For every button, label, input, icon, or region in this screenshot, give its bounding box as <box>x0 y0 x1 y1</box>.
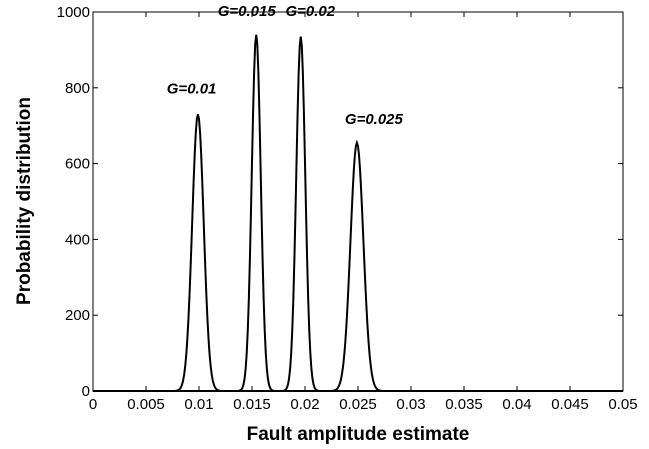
y-axis-label: Probability distribution <box>14 97 35 305</box>
x-tick-label: 0.025 <box>339 396 377 413</box>
y-tick-label: 600 <box>65 156 90 173</box>
distribution-curves <box>93 34 623 392</box>
y-tick-label: 0 <box>82 383 90 400</box>
x-tick-label: 0.015 <box>233 396 271 413</box>
x-tick-label: 0.01 <box>184 396 213 413</box>
annotations: G=0.01 G=0.015 G=0.02 G=0.025 <box>167 3 404 128</box>
y-tick-label: 1000 <box>57 4 90 21</box>
x-tick-label: 0.005 <box>127 396 165 413</box>
x-tick-label: 0.03 <box>396 396 425 413</box>
x-tick-label: 0.035 <box>445 396 483 413</box>
series-annotation: G=0.015 <box>218 3 277 20</box>
x-axis-label: Fault amplitude estimate <box>247 424 470 445</box>
ticks: 0 0.005 0.01 0.015 0.02 0.025 0.03 0.035 0.04 0.0… <box>57 4 638 413</box>
x-tick-label: 0.05 <box>608 396 637 413</box>
x-tick-label: 0.02 <box>290 396 319 413</box>
series-line <box>93 114 623 392</box>
x-tick-label: 0.045 <box>551 396 589 413</box>
x-tick-label: 0 <box>89 396 97 413</box>
y-tick-label: 200 <box>65 307 90 324</box>
plot-area-frame <box>92 11 624 392</box>
x-tick-label: 0.04 <box>502 396 531 413</box>
y-tick-label: 400 <box>65 231 90 248</box>
series-line <box>93 139 623 392</box>
y-tick-label: 800 <box>65 80 90 97</box>
series-annotation: G=0.02 <box>285 3 335 20</box>
series-annotation: G=0.01 <box>167 80 217 97</box>
series-annotation: G=0.025 <box>345 111 404 128</box>
